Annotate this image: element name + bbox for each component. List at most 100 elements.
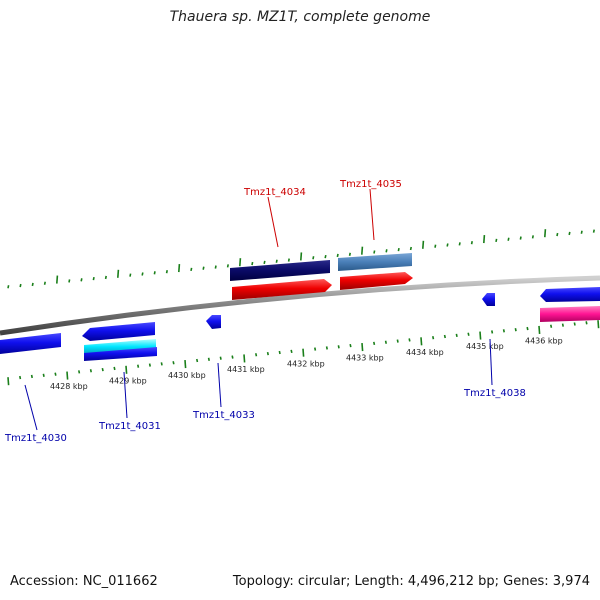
inner-major-tick [420, 337, 423, 346]
inner-major-tick [184, 360, 187, 369]
inner-minor-tick [160, 362, 163, 366]
gene-block-right-edge-pink[interactable] [540, 306, 600, 322]
inner-minor-tick [396, 339, 399, 343]
gene-arrow-tmz1t-4035[interactable] [340, 272, 413, 290]
outer-major-tick [56, 275, 59, 284]
kbp-label: 4436 kbp [525, 336, 563, 345]
gene-label-tmz1t-4035[interactable]: Tmz1t_4035 [339, 179, 402, 190]
outer-minor-tick [92, 276, 95, 281]
outer-major-tick [361, 246, 364, 255]
outer-major-tick [178, 263, 181, 273]
inner-minor-tick [207, 357, 210, 361]
kbp-label: 4434 kbp [406, 348, 444, 357]
inner-minor-tick [443, 334, 446, 339]
gene-block-tmz1t-4035-outer[interactable] [338, 253, 412, 271]
inner-major-tick [361, 342, 364, 352]
outer-minor-tick [251, 261, 254, 266]
inner-minor-tick [278, 350, 281, 355]
inner-minor-tick [526, 326, 529, 331]
genome-summary-text: Topology: circular; Length: 4,496,212 bp… [232, 574, 590, 589]
gene-arrow-tmz1t-4031[interactable] [82, 322, 155, 341]
outer-minor-tick [80, 278, 83, 282]
inner-minor-tick [502, 329, 505, 333]
outer-major-tick [483, 234, 486, 244]
outer-major-tick [544, 229, 547, 238]
gene-arrow-tmz1t-4033[interactable] [206, 315, 221, 329]
gene-label-tmz1t-4038[interactable]: Tmz1t_4038 [463, 388, 526, 399]
outer-minor-tick [104, 275, 107, 280]
inner-minor-tick [384, 340, 387, 344]
outer-minor-tick [580, 230, 583, 234]
inner-minor-tick [550, 324, 553, 328]
inner-minor-tick [373, 341, 376, 346]
gene-block-tmz1t-4031-cyan[interactable] [84, 339, 156, 354]
inner-major-tick [597, 320, 600, 329]
outer-minor-tick [495, 238, 498, 243]
outer-minor-tick [458, 242, 461, 246]
outer-major-tick [300, 252, 303, 261]
outer-minor-tick [226, 264, 229, 268]
inner-major-tick [479, 331, 482, 340]
inner-minor-tick [585, 321, 588, 325]
outer-minor-tick [19, 283, 22, 288]
inner-minor-tick [514, 328, 517, 332]
kbp-label: 4431 kbp [227, 365, 265, 374]
accession-text: Accession: NC_011662 [10, 574, 158, 589]
inner-minor-tick [137, 364, 140, 368]
inner-tick-ring [7, 320, 600, 386]
inner-minor-tick [561, 323, 564, 327]
outer-minor-tick [68, 279, 71, 283]
inner-minor-tick [219, 356, 222, 360]
outer-minor-tick [373, 250, 376, 254]
gene-arrow-tmz1t-4038[interactable] [482, 293, 495, 306]
outer-minor-tick [190, 267, 193, 272]
outer-minor-tick [470, 241, 473, 245]
gene-arrow-tmz1t-4030[interactable] [0, 333, 61, 354]
gene-block-tmz1t-4031-blue[interactable] [84, 347, 157, 361]
inner-minor-tick [231, 355, 234, 359]
gene-label-tmz1t-4033[interactable]: Tmz1t_4033 [192, 410, 255, 421]
inner-major-tick [7, 377, 10, 386]
outer-minor-tick [556, 232, 559, 237]
kbp-tick-labels: 4428 kbp 4429 kbp 4430 kbp 4431 kbp 4432 kbp… [50, 336, 563, 391]
gene-label-tmz1t-4030[interactable]: Tmz1t_4030 [4, 433, 67, 444]
inner-major-tick [66, 371, 69, 380]
inner-minor-tick [408, 338, 411, 342]
outer-minor-tick [312, 256, 315, 260]
inner-major-tick [302, 348, 305, 357]
outer-tick-ring [7, 229, 595, 289]
inner-minor-tick [266, 351, 269, 356]
outer-minor-tick [202, 266, 205, 270]
kbp-label: 4432 kbp [287, 359, 325, 368]
outer-minor-tick [592, 229, 595, 233]
genome-backbone [0, 275, 600, 336]
inner-minor-tick [101, 367, 104, 372]
outer-minor-tick [275, 259, 278, 263]
gene-label-tmz1t-4031[interactable]: Tmz1t_4031 [98, 421, 161, 432]
inner-minor-tick [78, 370, 81, 374]
outer-minor-tick [336, 253, 339, 258]
outer-minor-tick [141, 272, 144, 276]
kbp-label: 4430 kbp [168, 371, 206, 380]
inner-minor-tick [196, 358, 199, 363]
outer-major-tick [422, 240, 425, 249]
outer-minor-tick [446, 243, 449, 247]
kbp-label: 4433 kbp [346, 354, 384, 363]
gene-arrow-tmz1t-4034[interactable] [232, 279, 332, 300]
gene-block-tmz1t-4034-outer[interactable] [230, 260, 330, 281]
outer-minor-tick [31, 282, 34, 287]
inner-minor-tick [325, 346, 328, 350]
kbp-label: 4435 kbp [466, 342, 504, 351]
inner-minor-tick [113, 366, 116, 371]
gene-arrow-right-edge[interactable] [540, 287, 600, 302]
gene-label-tmz1t-4034[interactable]: Tmz1t_4034 [243, 187, 306, 198]
outer-minor-tick [568, 231, 571, 236]
inner-minor-tick [30, 374, 33, 379]
outer-minor-tick [434, 244, 437, 248]
inner-major-tick [125, 365, 128, 374]
outer-minor-tick [385, 249, 388, 253]
inner-minor-tick [290, 349, 293, 354]
outer-minor-tick [397, 247, 400, 252]
inner-minor-tick [89, 369, 92, 373]
